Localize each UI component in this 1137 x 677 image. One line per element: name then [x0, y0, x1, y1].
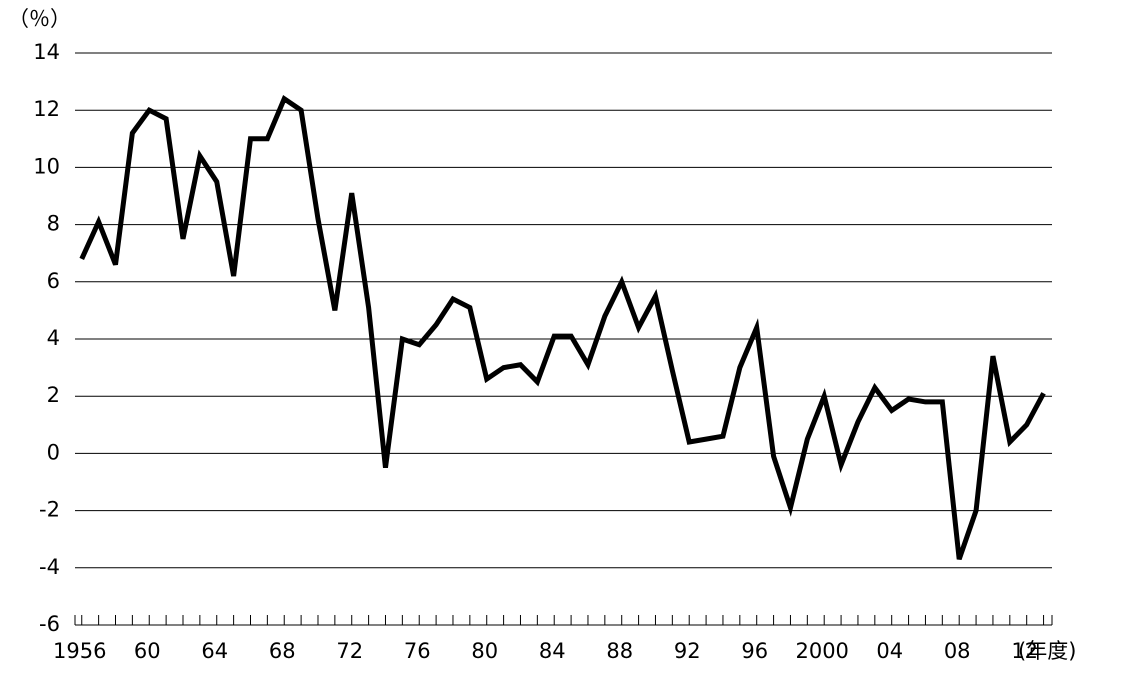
y-tick-label: 6: [47, 269, 60, 293]
x-tick-label: 12: [1011, 639, 1038, 663]
y-tick-label: 0: [47, 440, 60, 464]
y-tick-label: 14: [33, 40, 60, 64]
x-tick-label: 64: [201, 639, 228, 663]
x-tick-label: 76: [404, 639, 431, 663]
x-tick-label: 88: [606, 639, 633, 663]
data-line: [79, 94, 1046, 561]
x-axis-label: (年度): [1018, 639, 1076, 663]
y-tick-label: 4: [47, 326, 60, 350]
x-tick-label: 92: [674, 639, 701, 663]
y-tick-label: 8: [47, 212, 60, 236]
x-tick-label: 80: [471, 639, 498, 663]
x-tick-label: 04: [876, 639, 903, 663]
x-tick-label: 84: [539, 639, 566, 663]
y-tick-label: -6: [39, 612, 60, 636]
y-tick-label: -2: [39, 498, 60, 522]
x-tick-label: 96: [741, 639, 768, 663]
x-tick-label: 2000: [795, 639, 848, 663]
y-tick-label: 10: [33, 154, 60, 178]
y-tick-label: 2: [47, 383, 60, 407]
y-axis-label: （％）: [8, 7, 71, 31]
x-tick-label: 68: [269, 639, 296, 663]
x-tick-label: 1956: [53, 639, 106, 663]
x-tick-label: 60: [134, 639, 161, 663]
y-tick-label: 12: [33, 97, 60, 121]
x-tick-label: 72: [336, 639, 363, 663]
y-tick-label: -4: [39, 555, 60, 579]
x-tick-label: 08: [944, 639, 971, 663]
